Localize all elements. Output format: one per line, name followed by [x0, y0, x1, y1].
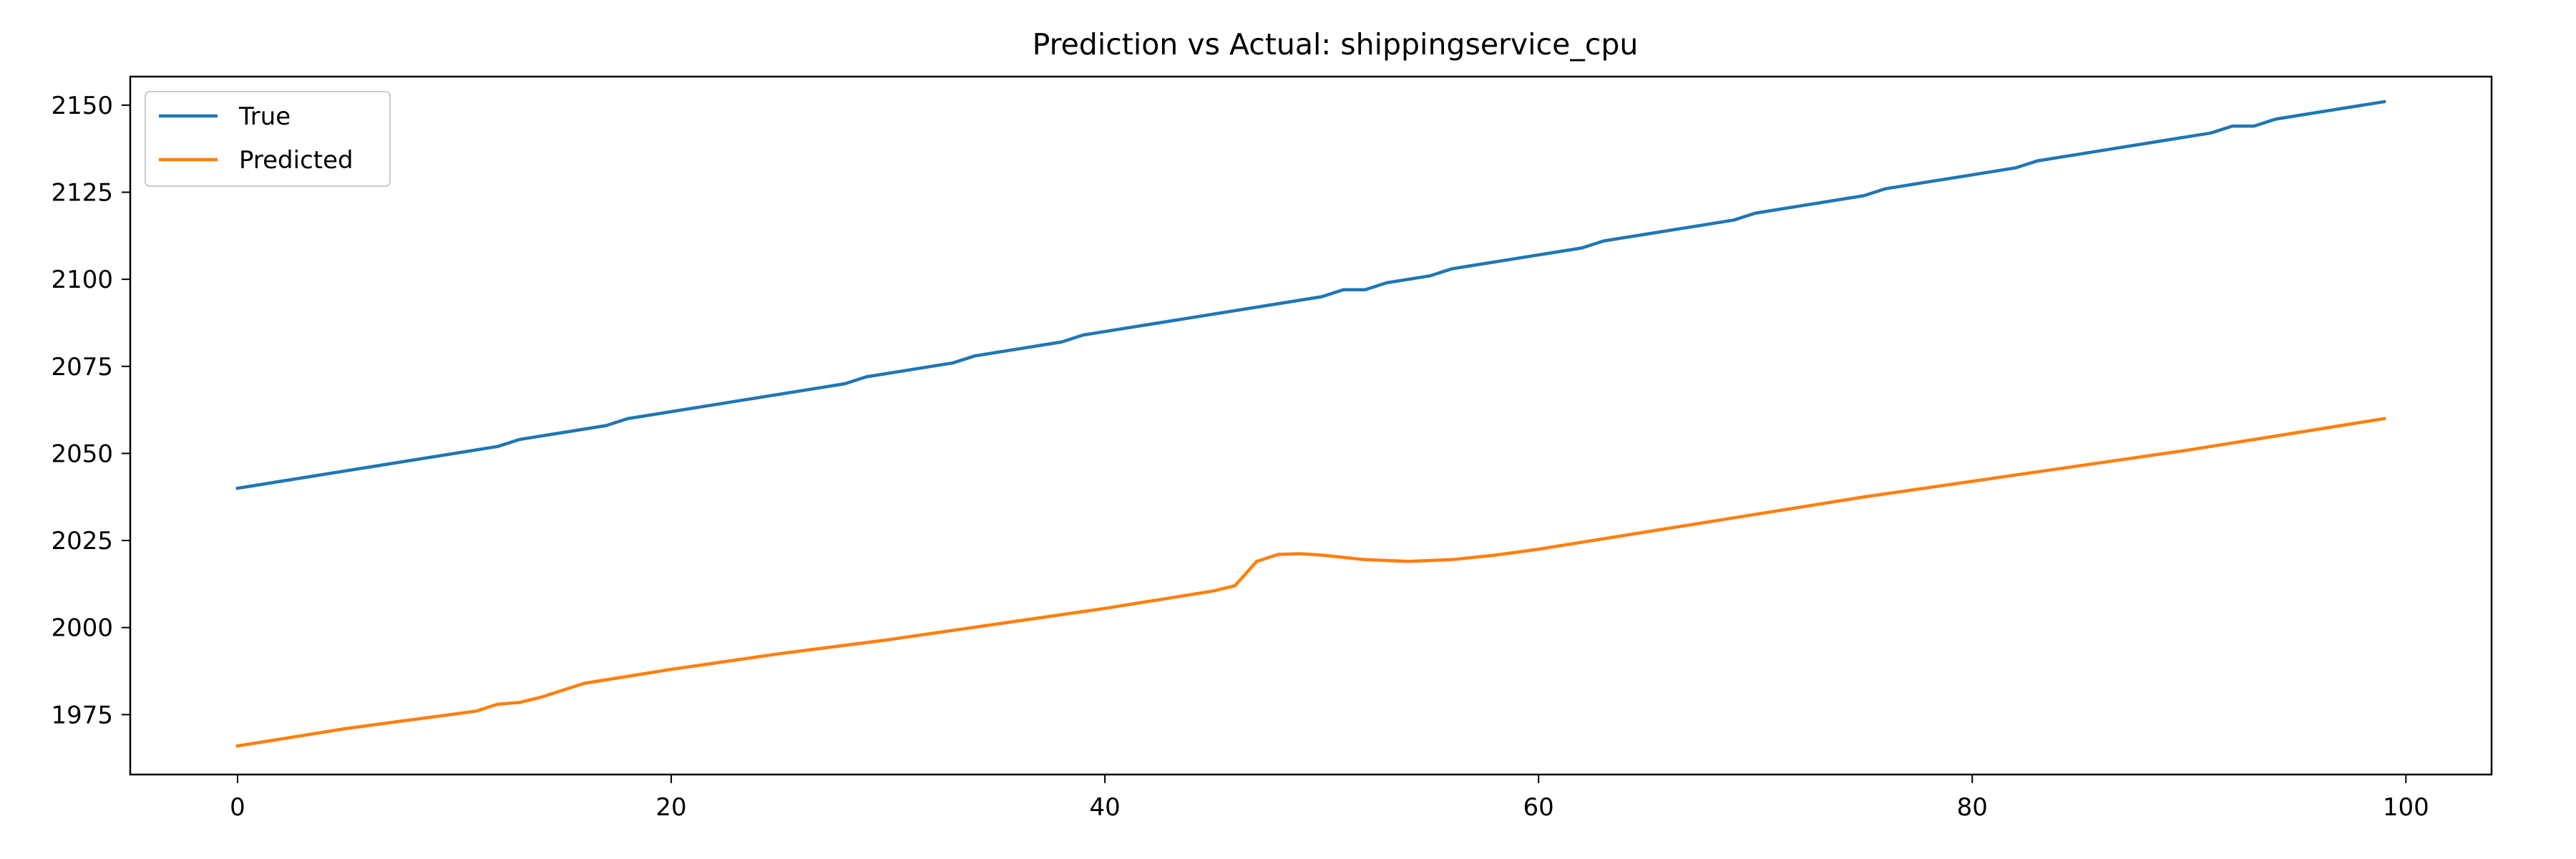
x-tick-label: 20	[655, 793, 686, 822]
series-line-true	[235, 100, 2386, 490]
x-tick-label: 0	[230, 793, 245, 822]
y-tick-label: 2075	[51, 353, 113, 382]
chart-legend: True Predicted	[145, 91, 391, 187]
x-tick-label: 100	[2383, 793, 2429, 822]
y-tick-label: 2000	[51, 614, 113, 643]
y-tick-label: 2025	[51, 527, 113, 555]
y-tick-label: 2150	[51, 92, 113, 120]
plot-frame	[129, 75, 2493, 776]
series-line-predicted	[235, 417, 2386, 748]
y-tick-label: 2125	[51, 179, 113, 208]
series-layer	[235, 100, 2386, 748]
legend-items: True Predicted	[159, 102, 353, 175]
chart-title: Prediction vs Actual: shippingservice_cp…	[1033, 27, 1639, 62]
x-tick-label: 80	[1957, 793, 1988, 822]
y-tick-label: 1975	[51, 701, 113, 729]
x-tick-label: 60	[1523, 793, 1554, 822]
y-tick-label: 2050	[51, 440, 113, 468]
y-axis: 1975 2000 2025 2050 2075 2100 2125 2150	[51, 92, 130, 729]
legend-label-predicted: Predicted	[239, 146, 353, 175]
y-tick-label: 2100	[51, 266, 113, 294]
x-axis: 0 20 40 60 80 100	[230, 775, 2429, 822]
legend-label-true: True	[238, 102, 291, 131]
x-tick-label: 40	[1089, 793, 1120, 822]
